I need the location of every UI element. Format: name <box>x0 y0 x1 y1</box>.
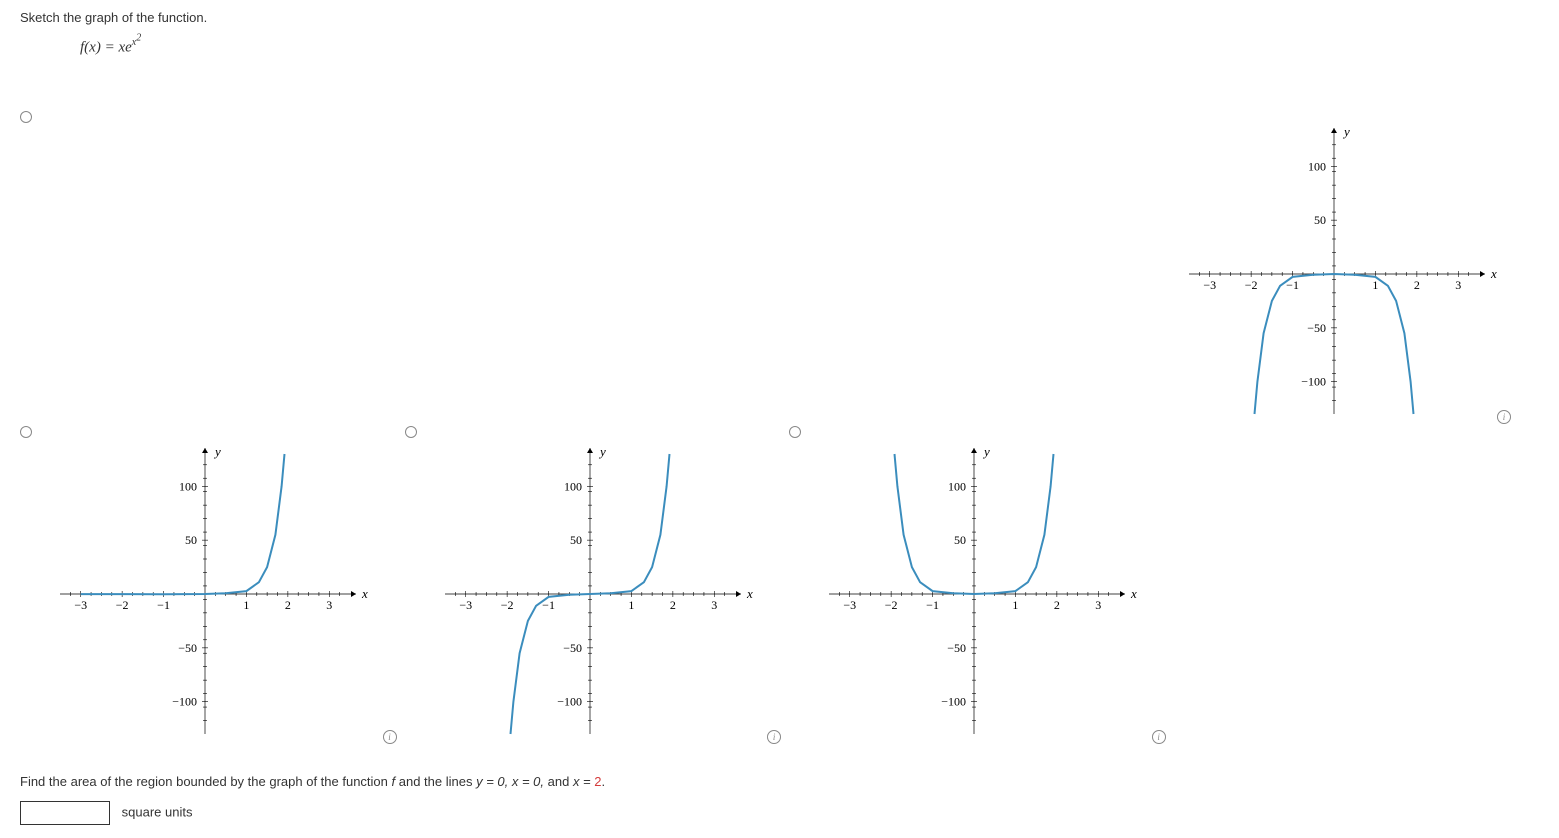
svg-text:100: 100 <box>179 480 197 494</box>
choice-radio-A[interactable] <box>20 426 32 438</box>
svg-text:x: x <box>1130 586 1137 601</box>
svg-text:100: 100 <box>948 480 966 494</box>
svg-text:y: y <box>598 444 606 459</box>
svg-text:3: 3 <box>1095 598 1101 612</box>
graph-D: −3−2−1123−100−5050100xy <box>1179 124 1519 424</box>
svg-text:2: 2 <box>1414 278 1420 292</box>
svg-text:x: x <box>746 586 753 601</box>
choice-radio-C[interactable] <box>789 426 801 438</box>
svg-text:100: 100 <box>1308 160 1326 174</box>
area-question: Find the area of the region bounded by t… <box>20 774 1539 789</box>
svg-text:2: 2 <box>669 598 675 612</box>
svg-text:−3: −3 <box>1203 278 1216 292</box>
svg-text:2: 2 <box>285 598 291 612</box>
units-label: square units <box>122 805 193 820</box>
svg-text:x: x <box>1490 266 1497 281</box>
svg-text:y: y <box>213 444 221 459</box>
graph-C: −3 −2 −1 1 2 3 −100 −50 50 100 x y <box>819 444 1174 744</box>
svg-text:2: 2 <box>1054 598 1060 612</box>
svg-text:100: 100 <box>564 480 582 494</box>
svg-text:−100: −100 <box>172 695 197 709</box>
choice-radio-B[interactable] <box>405 426 417 438</box>
svg-text:−1: −1 <box>157 598 170 612</box>
choice-C[interactable]: −3 −2 −1 1 2 3 −100 −50 50 100 x y i <box>789 426 1174 744</box>
svg-text:−50: −50 <box>947 641 966 655</box>
svg-text:50: 50 <box>185 533 197 547</box>
svg-text:−3: −3 <box>843 598 856 612</box>
graph-A: −3 −2 −1 1 2 3 −100 −50 50 100 x y <box>50 444 405 744</box>
svg-text:50: 50 <box>954 533 966 547</box>
choice-D[interactable]: −3−2−1123−100−5050100xy i <box>1149 106 1519 424</box>
svg-text:−2: −2 <box>500 598 513 612</box>
svg-text:−100: −100 <box>557 695 582 709</box>
info-icon[interactable]: i <box>383 730 397 744</box>
graph-B: −3−2−1123−100−5050100xy <box>435 444 790 744</box>
choice-radio-D[interactable] <box>20 111 32 123</box>
function-equation: f(x) = xex2 <box>80 33 1539 56</box>
info-icon[interactable]: i <box>1152 730 1166 744</box>
svg-text:1: 1 <box>1013 598 1019 612</box>
area-answer-input[interactable] <box>20 801 110 825</box>
svg-text:50: 50 <box>1314 213 1326 227</box>
svg-text:−50: −50 <box>178 641 197 655</box>
svg-text:−50: −50 <box>563 641 582 655</box>
svg-text:−100: −100 <box>1301 375 1326 389</box>
choice-B[interactable]: −3−2−1123−100−5050100xy i <box>405 426 790 744</box>
choice-A[interactable]: −3 −2 −1 1 2 3 −100 −50 50 100 x y i <box>20 426 405 744</box>
svg-text:−100: −100 <box>941 695 966 709</box>
svg-text:−3: −3 <box>74 598 87 612</box>
svg-text:3: 3 <box>326 598 332 612</box>
svg-text:−3: −3 <box>459 598 472 612</box>
svg-text:3: 3 <box>711 598 717 612</box>
svg-text:−2: −2 <box>1245 278 1258 292</box>
svg-text:3: 3 <box>1455 278 1461 292</box>
svg-text:−2: −2 <box>885 598 898 612</box>
svg-text:−1: −1 <box>926 598 939 612</box>
svg-text:1: 1 <box>628 598 634 612</box>
svg-text:−50: −50 <box>1307 321 1326 335</box>
svg-text:−2: −2 <box>116 598 129 612</box>
svg-text:y: y <box>1342 124 1350 139</box>
svg-text:x: x <box>361 586 368 601</box>
svg-text:y: y <box>982 444 990 459</box>
question-prompt: Sketch the graph of the function. <box>20 10 1539 25</box>
svg-text:1: 1 <box>243 598 249 612</box>
svg-text:1: 1 <box>1372 278 1378 292</box>
svg-text:50: 50 <box>570 533 582 547</box>
